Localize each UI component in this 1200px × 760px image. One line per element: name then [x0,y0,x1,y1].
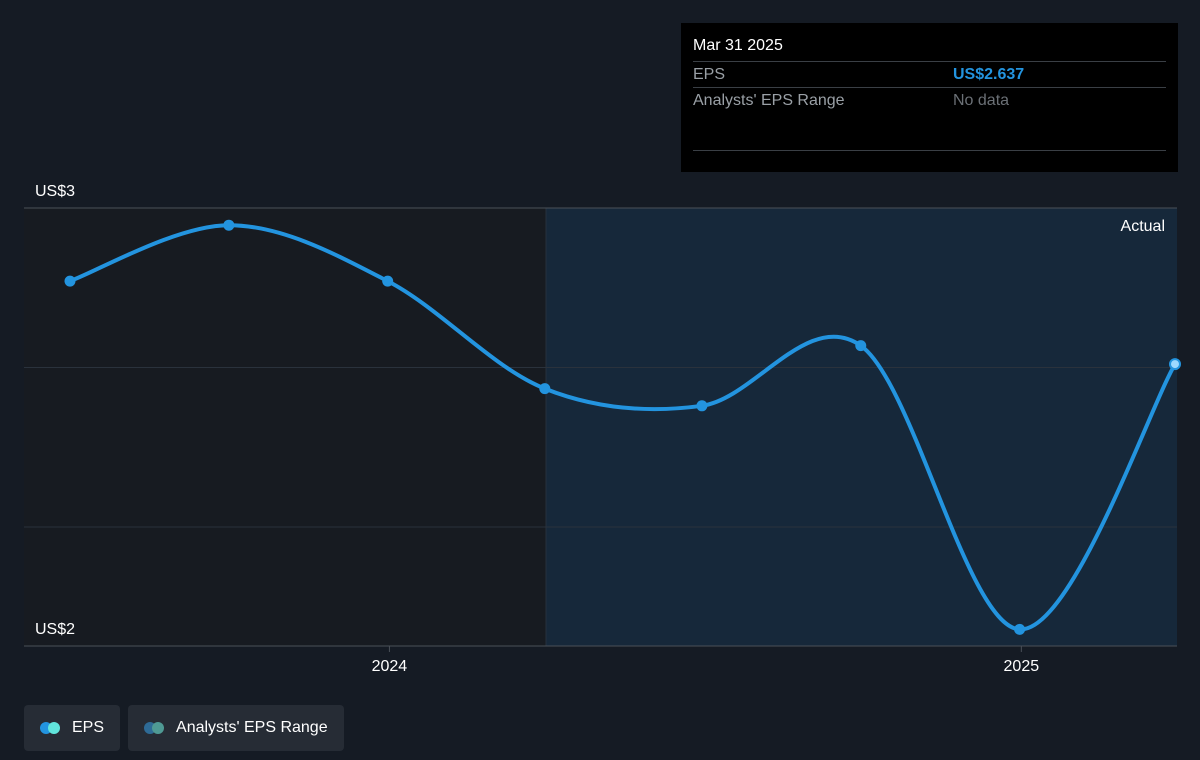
eps-point [64,275,76,287]
eps-point [1014,623,1026,635]
eps-point [539,383,551,395]
past-region [24,208,546,646]
eps-point [223,219,235,231]
eps-point [382,275,394,287]
tooltip-row-range: Analysts' EPS Range No data [693,87,1166,113]
tooltip-range-value: No data [953,92,1010,109]
tooltip-row-eps: EPS US$2.637 [693,61,1166,87]
y-tick-label: US$2 [35,621,75,638]
legend-eps-label: EPS [72,719,105,736]
legend-eps-dots-icon [40,722,62,734]
tooltip-range-label: Analysts' EPS Range [693,92,845,109]
tooltip-date: Mar 31 2025 [693,37,783,54]
legend-range-dot-b [152,722,165,734]
legend-item-eps[interactable]: EPS [24,705,121,751]
x-tick-label: 2025 [1004,658,1040,675]
legend-range-dots-icon [144,722,166,734]
tooltip: Mar 31 2025 EPS US$2.637 Analysts' EPS R… [681,23,1178,172]
legend-range-label: Analysts' EPS Range [176,719,328,736]
tooltip-eps-label: EPS [693,66,726,83]
legend-item-analysts-range[interactable]: Analysts' EPS Range [128,705,344,751]
legend-eps-dot-b [48,722,60,734]
y-tick-label: US$3 [35,183,75,200]
actual-region-label: Actual [1121,218,1165,235]
actual-region [546,208,1177,646]
x-tick-label: 2024 [372,658,408,675]
tooltip-divider [693,150,1166,151]
eps-point [855,340,867,352]
eps-point [696,400,708,412]
legend: EPS Analysts' EPS Range [24,705,344,751]
tooltip-eps-value: US$2.637 [953,66,1025,83]
eps-point-latest [1169,358,1181,371]
